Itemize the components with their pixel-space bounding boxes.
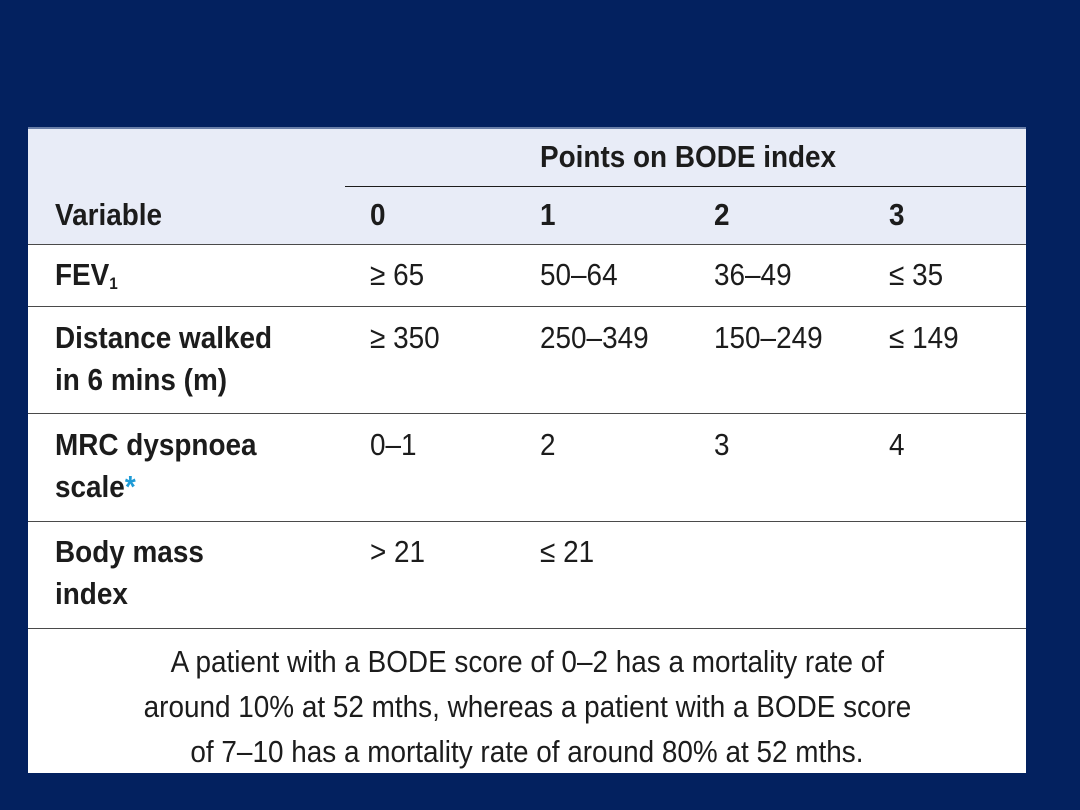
table-cell: > 21 [370, 534, 426, 569]
table-cell: 150–249 [714, 320, 823, 355]
row-divider [28, 306, 1026, 307]
row-divider [28, 521, 1026, 522]
column-header-0: 0 [370, 197, 386, 232]
column-header-variable: Variable [55, 197, 163, 232]
row-label-mrc-dyspnoea: MRC dyspnoea scale* [55, 427, 257, 504]
table-cell: 3 [714, 427, 730, 462]
table-cell: 36–49 [714, 257, 792, 292]
table-header: Points on BODE index Variable 0 1 2 3 [28, 127, 1026, 244]
column-header-1: 1 [540, 197, 556, 232]
footnote-line: of 7–10 has a mortality rate of around 8… [190, 734, 864, 769]
table-cell: 4 [889, 427, 905, 462]
table-cell: ≥ 350 [370, 320, 440, 355]
table-cell: ≤ 35 [889, 257, 944, 292]
table-cell: 50–64 [540, 257, 618, 292]
footnote-line: around 10% at 52 mths, whereas a patient… [143, 689, 911, 724]
footnote-asterisk: * [124, 469, 136, 504]
table-cell: ≤ 149 [889, 320, 959, 355]
column-header-2: 2 [714, 197, 730, 232]
row-label-fev1: FEV1 [55, 257, 118, 293]
points-group-header: Points on BODE index [540, 139, 837, 174]
bode-index-table: Points on BODE index Variable 0 1 2 3 FE… [28, 127, 1026, 773]
group-header-rule [345, 186, 1026, 187]
table-cell: 2 [540, 427, 556, 462]
column-header-3: 3 [889, 197, 905, 232]
row-divider [28, 244, 1026, 245]
footnote-line: A patient with a BODE score of 0–2 has a… [170, 644, 884, 679]
row-label-distance-walked: Distance walked in 6 mins (m) [55, 320, 273, 397]
row-label-body-mass-index: Body mass index [55, 534, 204, 611]
row-divider [28, 413, 1026, 414]
table-cell: 250–349 [540, 320, 649, 355]
table-cell: ≥ 65 [370, 257, 425, 292]
table-cell: 0–1 [370, 427, 417, 462]
row-divider [28, 628, 1026, 629]
table-cell: ≤ 21 [540, 534, 595, 569]
mortality-footnote: A patient with a BODE score of 0–2 has a… [28, 639, 1026, 773]
